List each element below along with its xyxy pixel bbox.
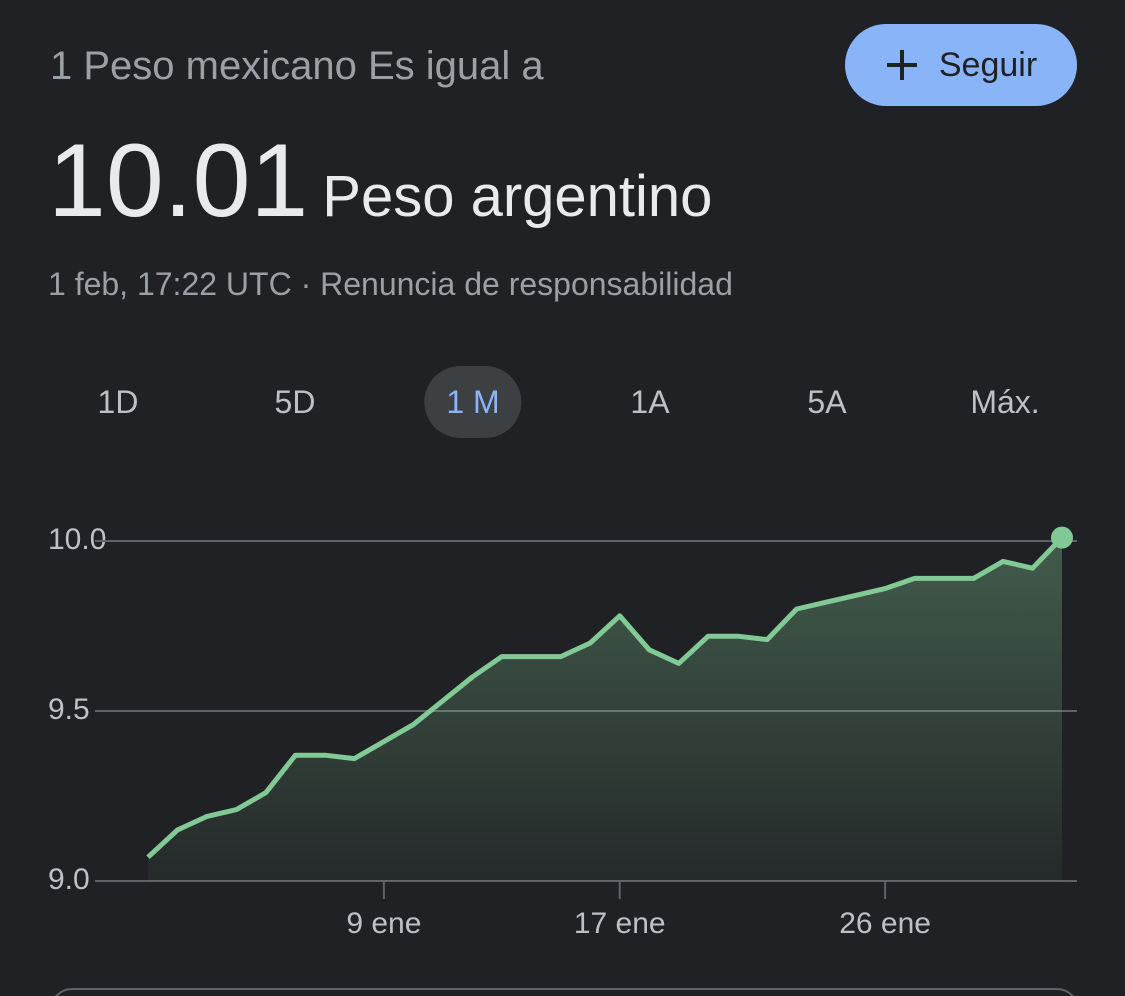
area-fill — [148, 537, 1062, 881]
title: 1 Peso mexicano Es igual a — [50, 44, 544, 88]
y-tick-label: 9.0 — [48, 863, 90, 896]
y-tick-label: 9.5 — [48, 693, 90, 726]
x-tick-label: 26 ene — [839, 907, 931, 940]
y-tick-label: 10.0 — [48, 523, 106, 556]
rate-unit: Peso argentino — [322, 164, 713, 229]
range-tab[interactable]: 1 M — [424, 366, 522, 438]
line — [146, 535, 1064, 860]
rate: 10.01 Peso argentino — [48, 122, 712, 241]
rate-value: 10.01 — [48, 123, 309, 239]
last-point — [1051, 526, 1073, 549]
button-label: Seguir — [938, 45, 1038, 84]
range-tab[interactable]: 5A — [807, 384, 847, 420]
range-tab[interactable]: 1A — [630, 384, 670, 420]
subtitle: 1 feb, 17:22 UTC · Renuncia de responsab… — [48, 266, 733, 302]
plus-icon — [886, 50, 917, 80]
range-tab[interactable]: Máx. — [970, 384, 1040, 420]
follow-button[interactable]: Seguir — [845, 24, 1077, 106]
x-tick-label: 17 ene — [574, 907, 666, 940]
x-tick-label: 9 ene — [346, 907, 421, 940]
bottom-card — [50, 988, 1079, 996]
range-tab[interactable]: 1D — [97, 384, 139, 420]
range-tab[interactable]: 5D — [274, 384, 316, 420]
